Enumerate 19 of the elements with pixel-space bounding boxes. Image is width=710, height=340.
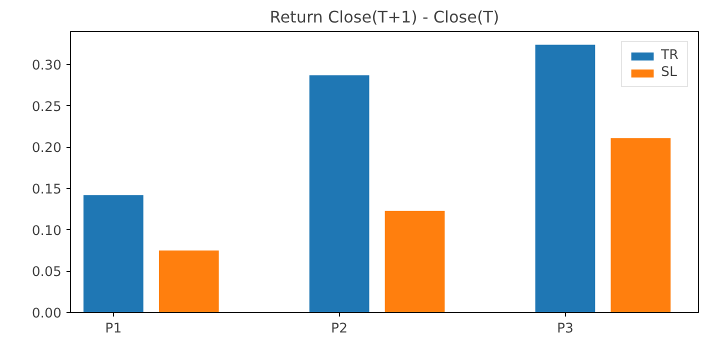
y-tick-label: 0.20	[32, 141, 62, 156]
y-tick-label: 0.05	[32, 265, 62, 280]
legend-label: SL	[661, 65, 678, 80]
x-tick-label: P2	[331, 322, 348, 336]
y-tick-label: 0.10	[32, 224, 62, 239]
x-tick-label: P1	[105, 322, 122, 336]
y-tick-label: 0.15	[32, 182, 62, 198]
bar	[610, 138, 671, 312]
bar	[384, 210, 445, 312]
bar	[309, 75, 370, 312]
bar	[83, 195, 144, 312]
y-tick-label: 0.25	[32, 100, 62, 115]
chart-title: Return Close(T+1) - Close(T)	[270, 8, 500, 26]
x-tick-label: P3	[556, 322, 574, 336]
y-tick-label: 0.00	[32, 306, 62, 322]
bar	[535, 44, 596, 312]
bar	[158, 250, 219, 312]
y-tick-label: 0.30	[32, 58, 62, 74]
legend-label: TR	[661, 48, 680, 63]
